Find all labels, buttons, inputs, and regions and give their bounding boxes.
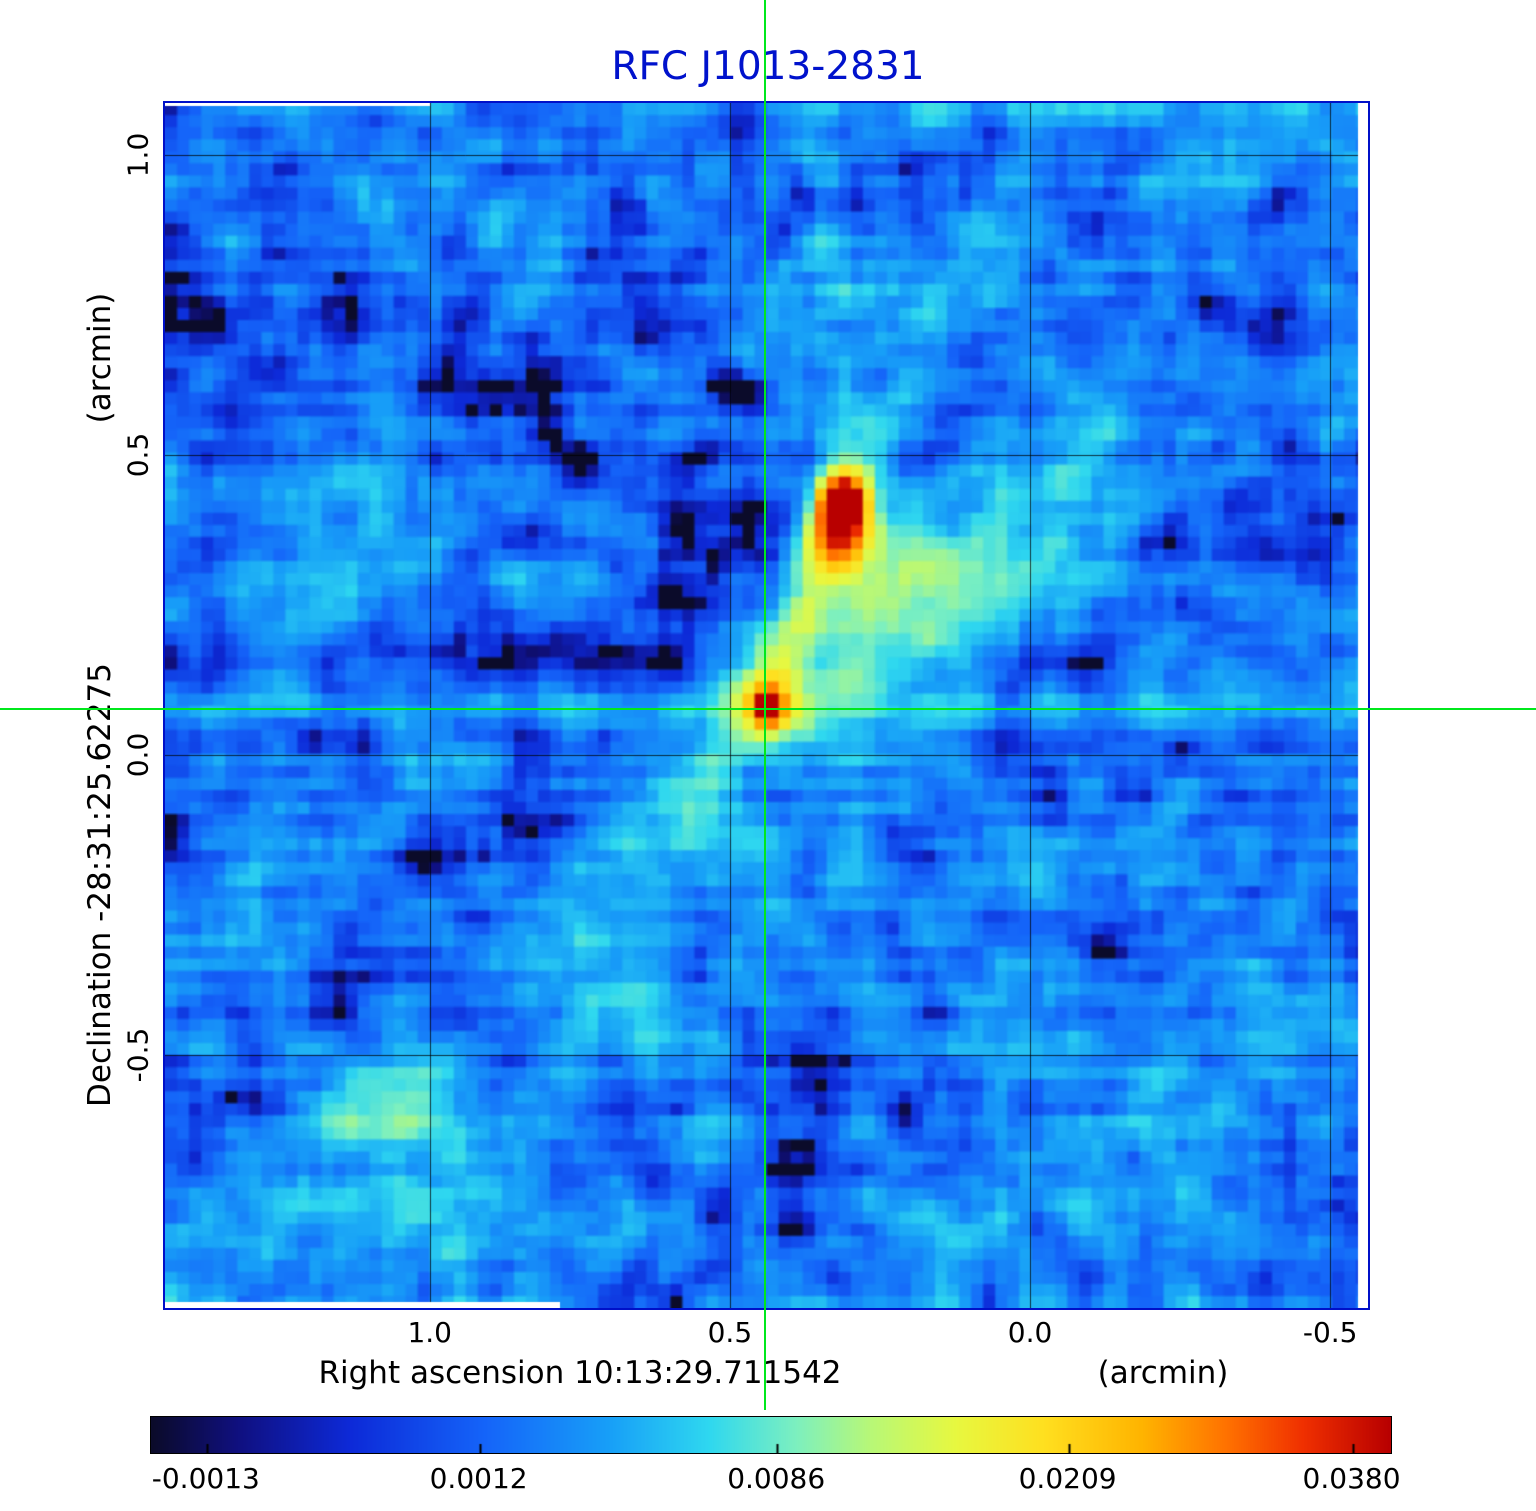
colorbar-canvas [150,1416,1392,1454]
x-tick-label: 0.0 [1007,1316,1053,1349]
y-tick-label: 0.0 [121,733,155,778]
plot-title: RFC J1013-2831 [611,44,925,89]
x-tick-label: 1.0 [407,1316,452,1349]
colorbar-tick-label: 0.0086 [727,1462,826,1495]
y-axis-unit-label: (arcmin) [82,292,118,424]
sky-map [165,103,1368,1308]
colorbar-tick-label: 0.0380 [1302,1462,1401,1495]
x-axis-unit-label: (arcmin) [1097,1355,1229,1391]
x-tick-label: -0.5 [1302,1316,1358,1349]
y-tick-label: 1.0 [121,132,155,178]
y-tick-label: 0.5 [121,432,155,478]
y-tick-label: -0.5 [121,1028,155,1083]
x-tick-label: 0.5 [707,1316,753,1349]
colorbar-tick-label: 0.0209 [1018,1462,1117,1495]
y-axis-label: Declination -28:31:25.62275 [82,663,118,1107]
crosshair-horizontal-line [0,708,1536,711]
crosshair-vertical-line [763,0,766,1410]
colorbar-tick-label: -0.0013 [151,1462,260,1495]
x-axis-label: Right ascension 10:13:29.711542 [318,1355,842,1391]
colorbar-tick-label: 0.0012 [429,1462,528,1495]
